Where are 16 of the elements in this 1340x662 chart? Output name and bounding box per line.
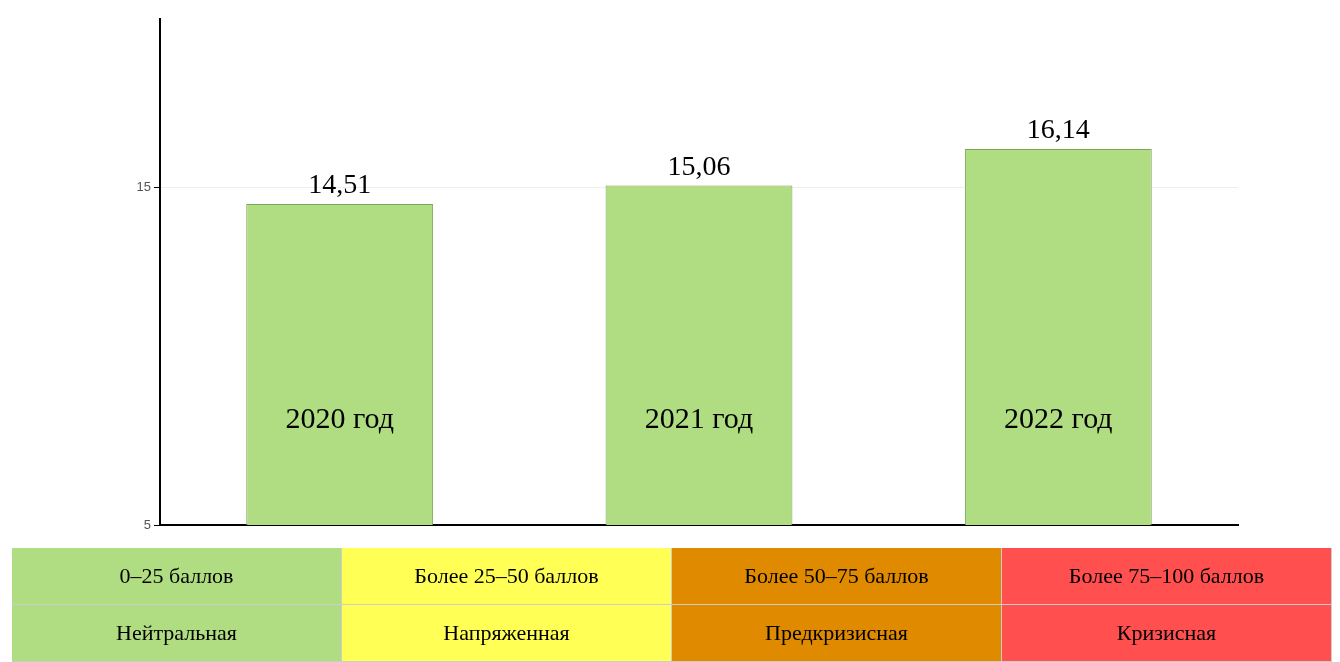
x-tick-label: 2022 год (1004, 400, 1113, 434)
y-tick-label: 5 (143, 516, 151, 532)
text: Более 25–50 баллов (342, 548, 672, 605)
text: Более 50–75 баллов (672, 548, 1002, 605)
text: Нейтральная (12, 605, 342, 662)
text: Предкризисная (672, 605, 1002, 662)
text: 0–25 баллов (12, 548, 342, 605)
text: Более 75–100 баллов (1002, 548, 1332, 605)
x-tick-label: 2020 год (285, 400, 394, 434)
x-tick-label: 2021 год (644, 400, 754, 434)
text: Напряженная (342, 605, 672, 662)
data-label: 16,14 (1026, 113, 1090, 145)
data-label: 15,06 (667, 149, 731, 181)
y-tick-label: 15 (136, 179, 151, 195)
text: Кризисная (1002, 605, 1332, 662)
data-label: 14,51 (308, 168, 372, 200)
